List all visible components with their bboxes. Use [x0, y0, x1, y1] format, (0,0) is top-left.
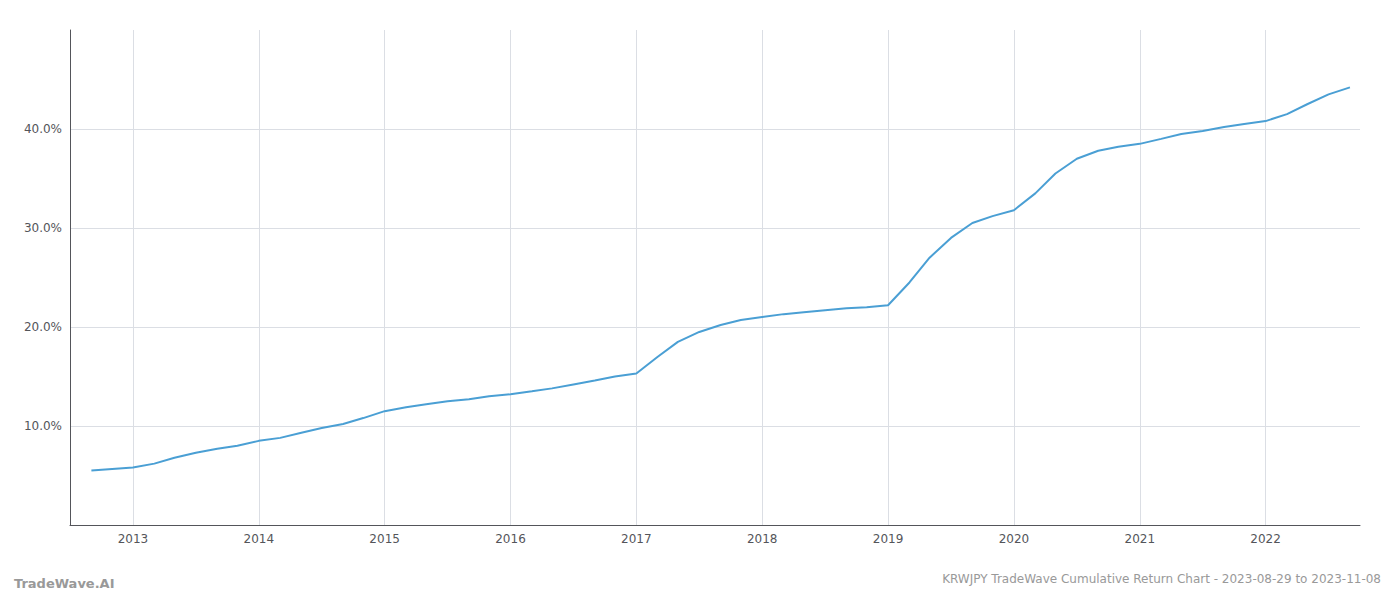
svg-text:30.0%: 30.0% [24, 221, 62, 235]
svg-text:10.0%: 10.0% [24, 419, 62, 433]
svg-text:TradeWave.AI: TradeWave.AI [14, 576, 115, 591]
svg-text:2015: 2015 [369, 532, 400, 546]
svg-text:2016: 2016 [495, 532, 526, 546]
svg-text:40.0%: 40.0% [24, 122, 62, 136]
svg-text:2018: 2018 [747, 532, 778, 546]
svg-text:2019: 2019 [873, 532, 904, 546]
svg-text:KRWJPY TradeWave Cumulative Re: KRWJPY TradeWave Cumulative Return Chart… [942, 572, 1381, 586]
svg-text:2013: 2013 [118, 532, 149, 546]
svg-text:2014: 2014 [244, 532, 275, 546]
svg-text:20.0%: 20.0% [24, 320, 62, 334]
svg-text:2017: 2017 [621, 532, 652, 546]
svg-text:2020: 2020 [999, 532, 1030, 546]
svg-text:2022: 2022 [1250, 532, 1281, 546]
svg-text:2021: 2021 [1124, 532, 1155, 546]
